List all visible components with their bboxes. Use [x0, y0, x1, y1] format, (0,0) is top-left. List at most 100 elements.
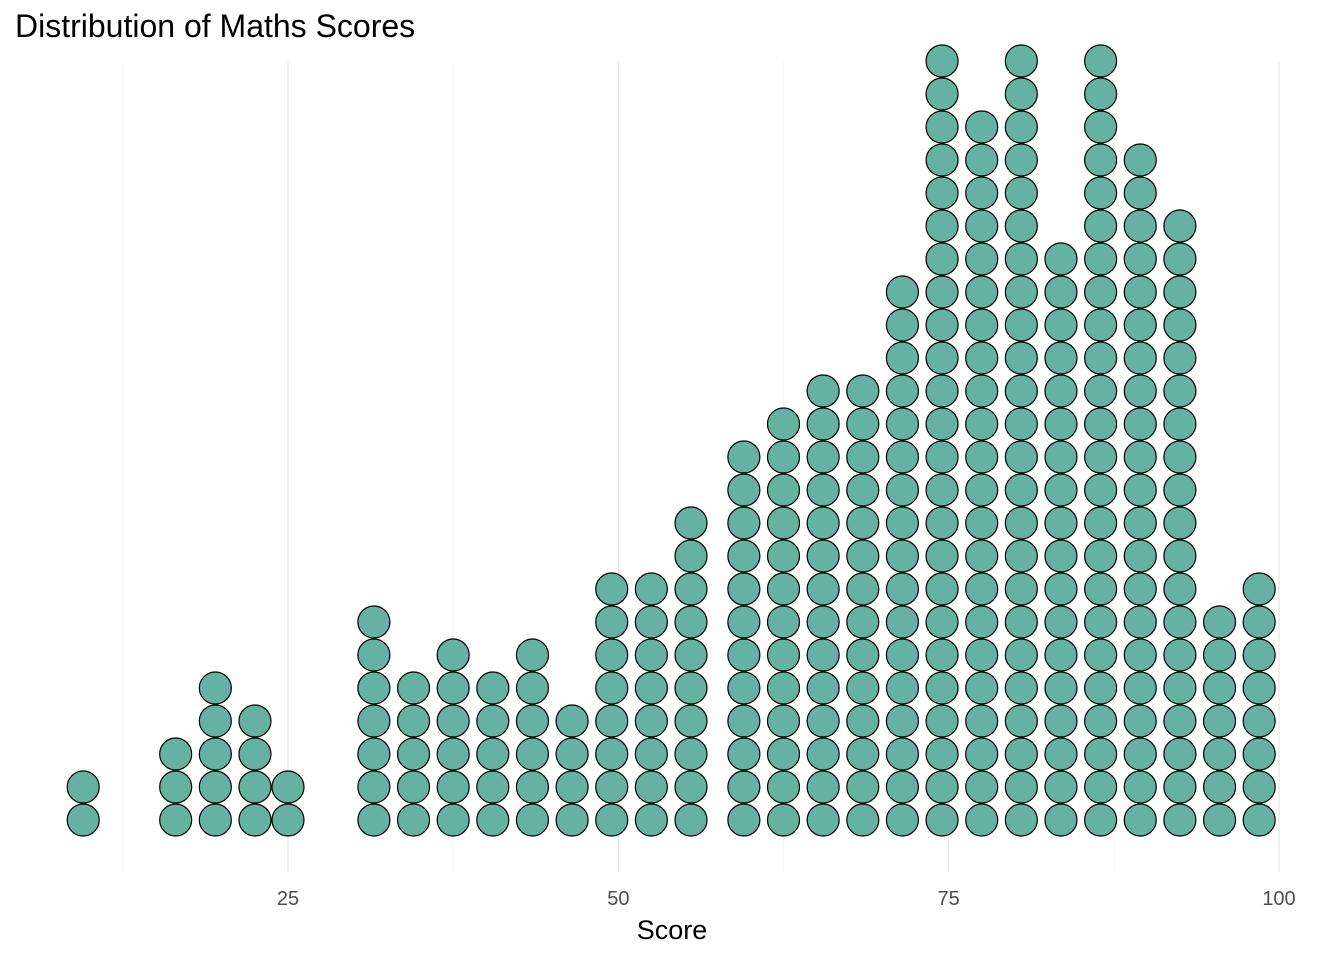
score-dot — [674, 737, 708, 771]
score-dot — [1084, 473, 1118, 507]
score-dot — [727, 737, 761, 771]
score-dot — [965, 473, 999, 507]
score-dot — [806, 440, 840, 474]
score-dot — [846, 638, 880, 672]
score-dot — [766, 473, 801, 507]
score-dot — [1163, 605, 1197, 639]
score-dot — [198, 671, 232, 705]
score-dot — [1084, 605, 1118, 639]
score-dot — [1163, 539, 1197, 573]
score-dot — [634, 572, 668, 606]
score-dot — [1004, 407, 1038, 441]
score-dot — [766, 506, 801, 540]
score-dot — [1202, 605, 1237, 639]
score-dot — [925, 44, 959, 78]
score-dot — [66, 770, 100, 804]
score-dot — [885, 440, 920, 474]
score-dot — [271, 770, 305, 804]
score-dot — [357, 638, 391, 672]
score-dot — [595, 572, 629, 606]
score-dot — [806, 572, 840, 606]
score-dot — [1242, 638, 1276, 672]
score-dot — [965, 242, 999, 276]
score-dot — [766, 407, 801, 441]
score-dot — [965, 638, 999, 672]
score-dot — [1044, 341, 1078, 375]
score-dot — [1163, 407, 1197, 441]
score-dot — [885, 770, 920, 804]
score-dot — [846, 737, 880, 771]
score-dot — [925, 770, 959, 804]
score-dot — [846, 605, 880, 639]
score-dot — [634, 704, 668, 738]
score-dot — [1004, 110, 1038, 144]
score-dot — [1242, 671, 1276, 705]
score-dot — [1202, 803, 1237, 837]
score-dot — [159, 803, 193, 837]
score-dot — [238, 803, 272, 837]
score-dot — [885, 737, 920, 771]
score-dot — [925, 440, 959, 474]
score-dot — [1084, 440, 1118, 474]
score-dot — [766, 440, 801, 474]
score-dot — [925, 77, 959, 111]
score-dot — [885, 572, 920, 606]
score-dot — [925, 209, 959, 243]
score-dot — [766, 572, 801, 606]
score-dot — [1044, 407, 1078, 441]
score-dot — [1004, 737, 1038, 771]
score-dot — [727, 506, 761, 540]
score-dot — [555, 803, 589, 837]
score-dot — [1242, 803, 1276, 837]
score-dot — [846, 803, 880, 837]
score-dot — [965, 407, 999, 441]
score-dot — [965, 803, 999, 837]
x-axis-title: Score — [637, 915, 708, 945]
score-dot — [1004, 770, 1038, 804]
score-dot — [595, 605, 629, 639]
score-dot — [965, 572, 999, 606]
score-dot — [1004, 209, 1038, 243]
score-dot — [198, 803, 232, 837]
score-dot — [1004, 803, 1038, 837]
score-dot — [925, 110, 959, 144]
score-dot — [634, 671, 668, 705]
score-dot — [885, 275, 920, 309]
score-dot — [1084, 77, 1118, 111]
score-dot — [846, 770, 880, 804]
score-dot — [1123, 770, 1157, 804]
score-dot — [674, 671, 708, 705]
score-dot — [1123, 275, 1157, 309]
score-dot — [198, 704, 232, 738]
score-dot — [925, 143, 959, 177]
score-dot — [1044, 803, 1078, 837]
score-dot — [595, 671, 629, 705]
score-dot — [198, 737, 232, 771]
score-dot — [766, 605, 801, 639]
score-dot — [806, 605, 840, 639]
score-dot — [1004, 572, 1038, 606]
score-dot — [436, 704, 470, 738]
score-dot — [1004, 539, 1038, 573]
score-dot — [1163, 671, 1197, 705]
score-dot — [1123, 473, 1157, 507]
score-dot — [766, 704, 801, 738]
score-dot — [965, 209, 999, 243]
score-dot — [1123, 605, 1157, 639]
score-dot — [925, 704, 959, 738]
score-dot — [1044, 704, 1078, 738]
score-dot — [925, 506, 959, 540]
x-tick-label: 25 — [277, 888, 299, 910]
score-dot — [1084, 275, 1118, 309]
score-dot — [66, 803, 100, 837]
score-dot — [357, 770, 391, 804]
score-dot — [1163, 737, 1197, 771]
score-dot — [357, 803, 391, 837]
score-dot — [925, 539, 959, 573]
score-dot — [1004, 671, 1038, 705]
score-dot — [1123, 374, 1157, 408]
score-dot — [674, 704, 708, 738]
score-dot — [1004, 440, 1038, 474]
score-dot — [1044, 539, 1078, 573]
score-dot — [1044, 671, 1078, 705]
